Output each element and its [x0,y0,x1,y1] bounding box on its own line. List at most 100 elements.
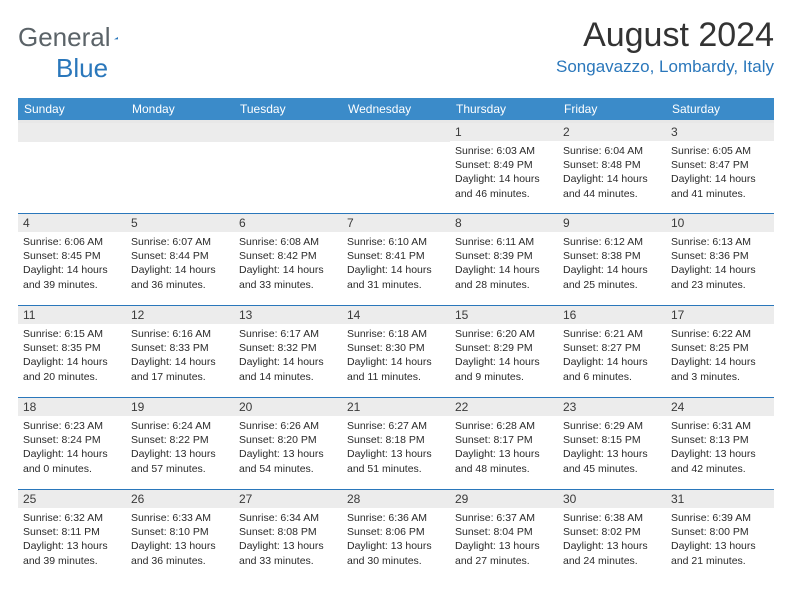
day-details: Sunrise: 6:34 AMSunset: 8:08 PMDaylight:… [234,508,342,574]
day-number: 26 [126,490,234,508]
day-number: 18 [18,398,126,416]
calendar-cell: 21Sunrise: 6:27 AMSunset: 8:18 PMDayligh… [342,398,450,490]
day-details: Sunrise: 6:12 AMSunset: 8:38 PMDaylight:… [558,232,666,298]
calendar-row: 25Sunrise: 6:32 AMSunset: 8:11 PMDayligh… [18,490,774,582]
day-number: 13 [234,306,342,324]
calendar-cell: 23Sunrise: 6:29 AMSunset: 8:15 PMDayligh… [558,398,666,490]
calendar-cell: 25Sunrise: 6:32 AMSunset: 8:11 PMDayligh… [18,490,126,582]
calendar-cell: 11Sunrise: 6:15 AMSunset: 8:35 PMDayligh… [18,306,126,398]
day-number: 21 [342,398,450,416]
calendar-cell [234,122,342,214]
calendar-row: 1Sunrise: 6:03 AMSunset: 8:49 PMDaylight… [18,122,774,214]
day-number: 11 [18,306,126,324]
calendar-cell: 2Sunrise: 6:04 AMSunset: 8:48 PMDaylight… [558,122,666,214]
calendar-cell: 22Sunrise: 6:28 AMSunset: 8:17 PMDayligh… [450,398,558,490]
day-number: 2 [558,123,666,141]
calendar-cell: 5Sunrise: 6:07 AMSunset: 8:44 PMDaylight… [126,214,234,306]
empty-day [126,123,234,142]
day-details: Sunrise: 6:15 AMSunset: 8:35 PMDaylight:… [18,324,126,390]
calendar-cell: 18Sunrise: 6:23 AMSunset: 8:24 PMDayligh… [18,398,126,490]
calendar-cell: 10Sunrise: 6:13 AMSunset: 8:36 PMDayligh… [666,214,774,306]
brand-logo: General [18,16,140,53]
empty-day [234,123,342,142]
calendar-cell [342,122,450,214]
day-header: Sunday [18,98,126,122]
month-title: August 2024 [556,16,774,55]
day-number: 22 [450,398,558,416]
calendar-cell: 1Sunrise: 6:03 AMSunset: 8:49 PMDaylight… [450,122,558,214]
day-number: 8 [450,214,558,232]
day-details: Sunrise: 6:39 AMSunset: 8:00 PMDaylight:… [666,508,774,574]
day-number: 14 [342,306,450,324]
day-details: Sunrise: 6:20 AMSunset: 8:29 PMDaylight:… [450,324,558,390]
day-details: Sunrise: 6:27 AMSunset: 8:18 PMDaylight:… [342,416,450,482]
location: Songavazzo, Lombardy, Italy [556,57,774,77]
day-number: 31 [666,490,774,508]
day-details: Sunrise: 6:16 AMSunset: 8:33 PMDaylight:… [126,324,234,390]
day-details: Sunrise: 6:21 AMSunset: 8:27 PMDaylight:… [558,324,666,390]
day-number: 9 [558,214,666,232]
day-details: Sunrise: 6:32 AMSunset: 8:11 PMDaylight:… [18,508,126,574]
calendar-cell: 24Sunrise: 6:31 AMSunset: 8:13 PMDayligh… [666,398,774,490]
calendar-row: 4Sunrise: 6:06 AMSunset: 8:45 PMDaylight… [18,214,774,306]
day-details: Sunrise: 6:13 AMSunset: 8:36 PMDaylight:… [666,232,774,298]
day-details: Sunrise: 6:18 AMSunset: 8:30 PMDaylight:… [342,324,450,390]
day-details: Sunrise: 6:26 AMSunset: 8:20 PMDaylight:… [234,416,342,482]
calendar-cell: 19Sunrise: 6:24 AMSunset: 8:22 PMDayligh… [126,398,234,490]
day-number: 30 [558,490,666,508]
day-number: 23 [558,398,666,416]
calendar-cell: 12Sunrise: 6:16 AMSunset: 8:33 PMDayligh… [126,306,234,398]
day-header: Wednesday [342,98,450,122]
calendar-cell [18,122,126,214]
calendar-cell: 17Sunrise: 6:22 AMSunset: 8:25 PMDayligh… [666,306,774,398]
day-number: 29 [450,490,558,508]
calendar-cell: 6Sunrise: 6:08 AMSunset: 8:42 PMDaylight… [234,214,342,306]
day-details: Sunrise: 6:28 AMSunset: 8:17 PMDaylight:… [450,416,558,482]
day-details: Sunrise: 6:10 AMSunset: 8:41 PMDaylight:… [342,232,450,298]
day-number: 1 [450,123,558,141]
calendar-cell: 3Sunrise: 6:05 AMSunset: 8:47 PMDaylight… [666,122,774,214]
calendar-cell: 4Sunrise: 6:06 AMSunset: 8:45 PMDaylight… [18,214,126,306]
day-details: Sunrise: 6:24 AMSunset: 8:22 PMDaylight:… [126,416,234,482]
day-details: Sunrise: 6:29 AMSunset: 8:15 PMDaylight:… [558,416,666,482]
day-number: 15 [450,306,558,324]
day-details: Sunrise: 6:22 AMSunset: 8:25 PMDaylight:… [666,324,774,390]
day-number: 27 [234,490,342,508]
calendar-cell: 20Sunrise: 6:26 AMSunset: 8:20 PMDayligh… [234,398,342,490]
calendar-row: 18Sunrise: 6:23 AMSunset: 8:24 PMDayligh… [18,398,774,490]
day-header: Tuesday [234,98,342,122]
day-details: Sunrise: 6:07 AMSunset: 8:44 PMDaylight:… [126,232,234,298]
brand-part1: General [18,22,111,53]
day-number: 16 [558,306,666,324]
day-details: Sunrise: 6:08 AMSunset: 8:42 PMDaylight:… [234,232,342,298]
empty-day [342,123,450,142]
calendar-table: Sunday Monday Tuesday Wednesday Thursday… [18,98,774,582]
day-details: Sunrise: 6:05 AMSunset: 8:47 PMDaylight:… [666,141,774,207]
day-details: Sunrise: 6:38 AMSunset: 8:02 PMDaylight:… [558,508,666,574]
day-details: Sunrise: 6:04 AMSunset: 8:48 PMDaylight:… [558,141,666,207]
empty-day [18,123,126,142]
day-number: 12 [126,306,234,324]
day-details: Sunrise: 6:17 AMSunset: 8:32 PMDaylight:… [234,324,342,390]
calendar-cell: 30Sunrise: 6:38 AMSunset: 8:02 PMDayligh… [558,490,666,582]
day-details: Sunrise: 6:11 AMSunset: 8:39 PMDaylight:… [450,232,558,298]
brand-triangle-icon [114,28,119,48]
calendar-cell: 26Sunrise: 6:33 AMSunset: 8:10 PMDayligh… [126,490,234,582]
day-header: Thursday [450,98,558,122]
day-details: Sunrise: 6:06 AMSunset: 8:45 PMDaylight:… [18,232,126,298]
day-number: 25 [18,490,126,508]
day-number: 5 [126,214,234,232]
day-details: Sunrise: 6:03 AMSunset: 8:49 PMDaylight:… [450,141,558,207]
calendar-cell: 15Sunrise: 6:20 AMSunset: 8:29 PMDayligh… [450,306,558,398]
day-details: Sunrise: 6:31 AMSunset: 8:13 PMDaylight:… [666,416,774,482]
day-number: 6 [234,214,342,232]
day-number: 7 [342,214,450,232]
day-number: 24 [666,398,774,416]
calendar-cell: 28Sunrise: 6:36 AMSunset: 8:06 PMDayligh… [342,490,450,582]
day-details: Sunrise: 6:37 AMSunset: 8:04 PMDaylight:… [450,508,558,574]
day-details: Sunrise: 6:36 AMSunset: 8:06 PMDaylight:… [342,508,450,574]
calendar-cell [126,122,234,214]
day-number: 10 [666,214,774,232]
day-number: 19 [126,398,234,416]
calendar-cell: 29Sunrise: 6:37 AMSunset: 8:04 PMDayligh… [450,490,558,582]
